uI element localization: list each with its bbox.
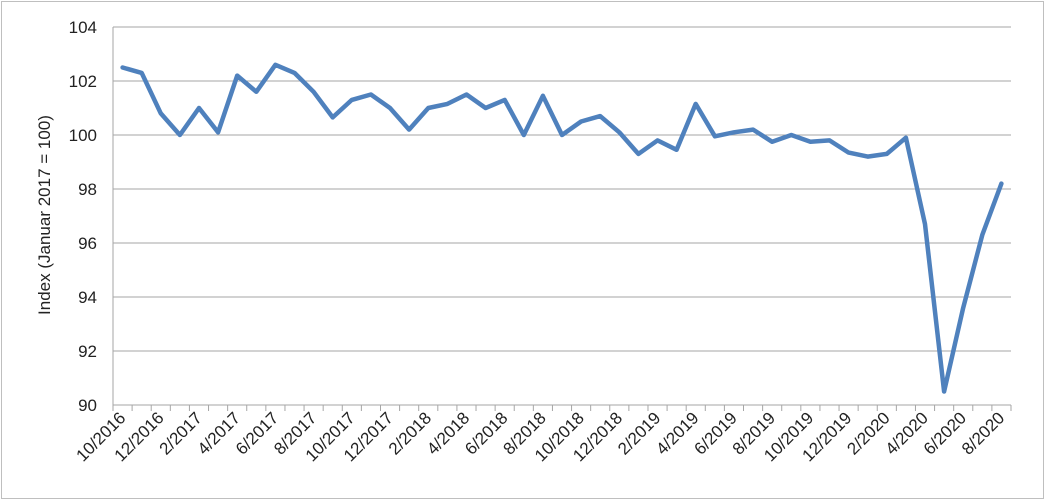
x-tick-label: 2/2019 xyxy=(614,408,664,458)
y-tick-labels: 90 92 94 96 98 100 102 104 xyxy=(69,18,97,415)
x-tick-label: 2/2018 xyxy=(385,408,435,458)
x-tick-label: 4/2019 xyxy=(652,408,702,458)
y-tick-label: 104 xyxy=(69,18,97,37)
y-tick-label: 98 xyxy=(78,180,97,199)
axes xyxy=(112,27,1012,411)
x-tick-label: 6/2019 xyxy=(691,408,741,458)
x-tick-label: 2/2020 xyxy=(843,408,893,458)
x-tick-labels: 10/201612/20162/20174/20176/20178/201710… xyxy=(72,408,1008,465)
x-tick-label: 6/2017 xyxy=(232,408,282,458)
series-layer xyxy=(120,62,1004,394)
x-tick-label: 4/2017 xyxy=(194,408,244,458)
x-tick-label: 6/2018 xyxy=(461,408,511,458)
x-tick-label: 2/2017 xyxy=(156,408,206,458)
y-axis-label: Index (Januar 2017 = 100) xyxy=(35,115,54,315)
y-tick-label: 92 xyxy=(78,342,97,361)
y-tick-label: 100 xyxy=(69,126,97,145)
series-line xyxy=(120,62,1004,394)
gridlines xyxy=(113,26,1011,352)
x-tick-label: 6/2020 xyxy=(920,408,970,458)
y-tick-label: 96 xyxy=(78,234,97,253)
y-tick-label: 90 xyxy=(78,396,97,415)
x-tick-label: 4/2018 xyxy=(423,408,473,458)
x-tick-label: 4/2020 xyxy=(882,408,932,458)
y-tick-label: 102 xyxy=(69,72,97,91)
x-tick-label: 8/2020 xyxy=(958,408,1008,458)
y-tick-label: 94 xyxy=(78,288,97,307)
